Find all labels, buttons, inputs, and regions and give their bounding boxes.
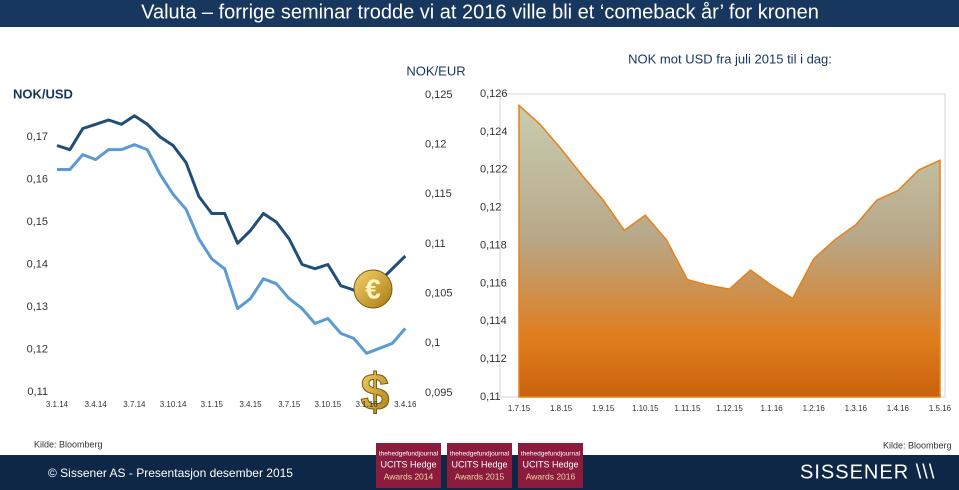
copyright: © Sissener AS - Presentasjon desember 20… bbox=[48, 466, 293, 480]
y-tick-label: 0,17 bbox=[27, 131, 48, 143]
y2-tick-label: 0,125 bbox=[425, 89, 453, 101]
award-name: UCITS Hedge bbox=[522, 459, 578, 469]
y-tick-label: 0,112 bbox=[480, 353, 507, 365]
y-tick-label: 0,11 bbox=[27, 386, 48, 398]
title-bar bbox=[0, 0, 959, 27]
y-axis-title: NOK/USD bbox=[13, 86, 73, 101]
dollar-symbol: $ bbox=[361, 364, 390, 422]
line-series bbox=[57, 143, 407, 355]
x-tick-label: 3.7.15 bbox=[278, 400, 301, 409]
x-tick-label: 1.1.16 bbox=[760, 404, 783, 413]
award-publisher: thehedgefundjournal bbox=[450, 451, 510, 458]
y-tick-label: 0,13 bbox=[27, 301, 48, 313]
award-publisher: thehedgefundjournal bbox=[521, 451, 581, 458]
source-note: Kilde: Bloomberg bbox=[34, 439, 103, 449]
y-tick-label: 0,14 bbox=[27, 258, 48, 270]
x-tick-label: 3.1.15 bbox=[201, 400, 224, 409]
y2-tick-label: 0,105 bbox=[425, 288, 453, 300]
y-tick-label: 0,114 bbox=[480, 315, 507, 327]
award-publisher: thehedgefundjournal bbox=[379, 451, 439, 458]
euro-symbol: € bbox=[365, 273, 381, 304]
x-tick-label: 3.1.14 bbox=[46, 400, 69, 409]
y2-tick-label: 0,11 bbox=[425, 238, 446, 250]
x-tick-label: 1.12.15 bbox=[716, 404, 743, 413]
x-tick-label: 3.1.16 bbox=[355, 400, 378, 409]
x-tick-label: 1.4.16 bbox=[887, 404, 910, 413]
award-year: Awards 2016 bbox=[526, 471, 576, 481]
x-tick-label: 3.4.14 bbox=[85, 400, 108, 409]
source-note: Kilde: Bloomberg bbox=[883, 440, 952, 450]
area-series bbox=[518, 103, 941, 398]
award-name: UCITS Hedge bbox=[451, 459, 507, 469]
logo: SISSENER \\\ bbox=[800, 461, 935, 483]
y-tick-label: 0,118 bbox=[480, 239, 507, 251]
x-tick-label: 1.10.15 bbox=[632, 404, 659, 413]
x-tick-label: 1.9.15 bbox=[592, 404, 615, 413]
y-tick-label: 0,126 bbox=[480, 88, 508, 100]
y-tick-label: 0,16 bbox=[27, 173, 48, 185]
y2-axis-title: NOK/EUR bbox=[406, 63, 465, 78]
award-badge bbox=[518, 443, 583, 488]
award-badge bbox=[447, 443, 512, 488]
chart-title: NOK mot USD fra juli 2015 til i dag: bbox=[628, 51, 832, 66]
euro-icon bbox=[353, 269, 393, 309]
x-tick-label: 3.4.15 bbox=[239, 400, 262, 409]
y-tick-label: 0,122 bbox=[480, 164, 508, 176]
x-tick-label: 1.5.16 bbox=[929, 404, 952, 413]
x-tick-label: 1.7.15 bbox=[508, 404, 531, 413]
x-tick-label: 1.8.15 bbox=[550, 404, 573, 413]
award-name: UCITS Hedge bbox=[380, 459, 436, 469]
award-year: Awards 2014 bbox=[384, 471, 434, 481]
line-series bbox=[56, 114, 407, 300]
x-tick-label: 3.10.15 bbox=[315, 400, 342, 409]
award-year: Awards 2015 bbox=[455, 471, 505, 481]
y2-tick-label: 0,1 bbox=[425, 337, 440, 349]
y-tick-label: 0,15 bbox=[27, 216, 48, 228]
y-tick-label: 0,11 bbox=[480, 391, 501, 403]
x-tick-label: 1.11.15 bbox=[674, 404, 701, 413]
award-badge bbox=[376, 443, 441, 488]
y2-tick-label: 0,12 bbox=[425, 139, 446, 151]
y-tick-label: 0,116 bbox=[480, 277, 507, 289]
y-tick-label: 0,124 bbox=[480, 126, 508, 138]
x-tick-label: 3.7.14 bbox=[123, 400, 146, 409]
y-tick-label: 0,12 bbox=[27, 343, 48, 355]
y2-tick-label: 0,115 bbox=[425, 188, 452, 200]
slide-title: Valuta – forrige seminar trodde vi at 20… bbox=[141, 1, 819, 23]
x-tick-label: 1.2.16 bbox=[803, 404, 826, 413]
x-tick-label: 3.4.16 bbox=[394, 400, 417, 409]
y2-tick-label: 0,095 bbox=[425, 387, 453, 399]
y-tick-label: 0,12 bbox=[480, 202, 501, 214]
x-tick-label: 3.10.14 bbox=[160, 400, 187, 409]
x-tick-label: 1.3.16 bbox=[845, 404, 868, 413]
